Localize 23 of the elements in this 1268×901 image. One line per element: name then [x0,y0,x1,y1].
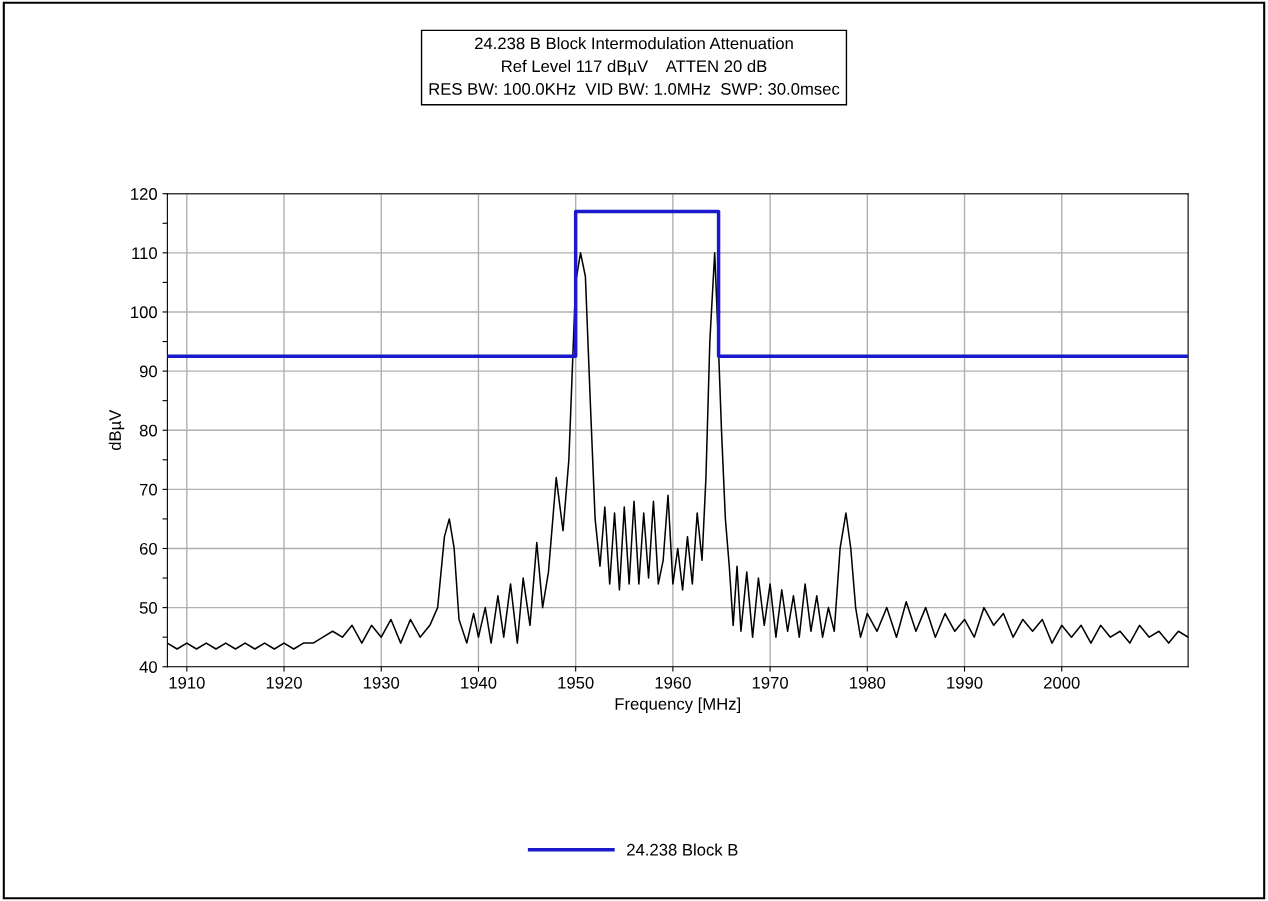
legend-label: 24.238 Block B [627,843,738,856]
x-tick-label: 1910 [169,676,205,689]
y-tick-label: 50 [139,602,157,614]
y-tick-label: 120 [131,188,157,200]
y-tick-label: 110 [132,247,157,260]
y-tick-label: 40 [139,661,157,673]
x-axis-title: Frequency [MHz] [615,697,741,714]
y-tick-label: 80 [139,424,157,437]
y-tick-label: 100 [131,306,157,319]
y-tick-label: 70 [139,483,157,496]
x-tick-label: 1950 [558,676,594,689]
x-tick-label: 1970 [752,676,788,689]
x-tick-label: 2000 [1044,676,1080,689]
chart-title: 24.238 B Block Intermodulation Attenuation Ref Level 117 dBµV ATTEN 20 dB RES BW: 100.0KHz VID BW: 1.0MHz SWP: 30.0msec [429,37,840,95]
x-tick-label: 1930 [363,676,400,689]
x-tick-label: 1920 [266,676,302,689]
y-tick-label: 60 [139,542,157,555]
x-tick-label: 1960 [655,676,691,689]
y-axis-title: dBµV [108,409,125,451]
x-tick-label: 1980 [850,676,886,689]
x-tick-label: 1940 [461,676,497,689]
x-tick-label: 1990 [947,676,983,689]
y-tick-label: 90 [139,365,157,378]
